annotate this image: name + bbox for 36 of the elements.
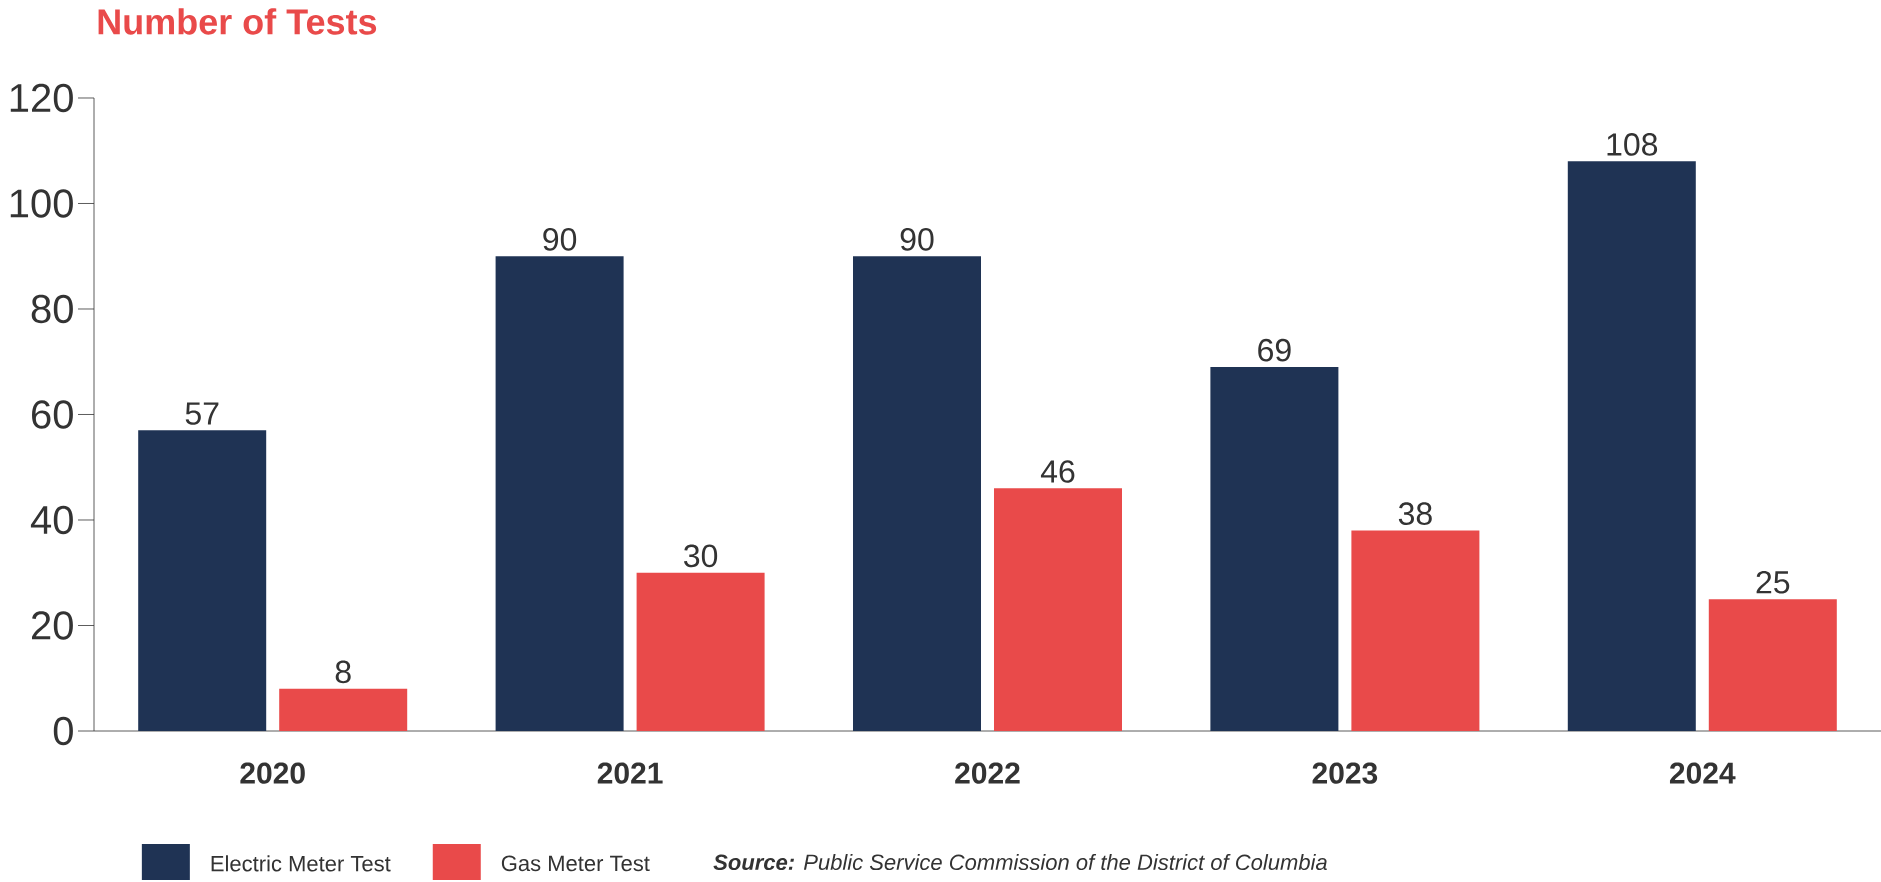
data-label: 90 [543, 228, 577, 251]
data-label: 57 [185, 402, 219, 425]
x-tick-label: 2023 [1312, 762, 1378, 784]
data-label: 8 [335, 660, 351, 684]
legend-label: Electric Meter Test [211, 855, 391, 872]
data-label: 38 [1398, 502, 1432, 526]
data-label: 46 [1040, 460, 1075, 483]
y-tick-label: 60 [32, 400, 73, 429]
x-tick-label: 2022 [955, 762, 1020, 784]
legend-label: Gas Meter Test [501, 855, 650, 872]
data-label: 25 [1756, 570, 1790, 594]
bar [1351, 530, 1480, 731]
y-tick-label: 120 [10, 83, 73, 113]
y-tick-label: 20 [32, 611, 73, 640]
bar [636, 572, 765, 731]
x-tick-label: 2020 [240, 762, 305, 784]
bar [1708, 599, 1837, 731]
data-label: 30 [684, 544, 718, 568]
bar [994, 488, 1122, 731]
text: Source: Public Service Commission of the District of Columbia [713, 853, 1327, 871]
bar [1210, 367, 1339, 731]
data-label: 90 [900, 228, 934, 251]
bar [1567, 161, 1696, 731]
y-tick-label: 0 [53, 716, 73, 746]
x-tick-label: 2021 [597, 762, 663, 784]
bar [495, 256, 624, 731]
bar [138, 430, 267, 731]
data-label: 69 [1258, 338, 1291, 362]
chart-title: Number of Tests [98, 8, 377, 35]
y-tick-label: 40 [30, 505, 73, 535]
data-label: 108 [1607, 133, 1658, 156]
y-tick-label: 100 [10, 189, 73, 218]
bar [853, 256, 981, 731]
x-tick-label: 2024 [1669, 762, 1736, 784]
y-tick-label: 80 [31, 294, 73, 324]
bar [279, 688, 408, 731]
